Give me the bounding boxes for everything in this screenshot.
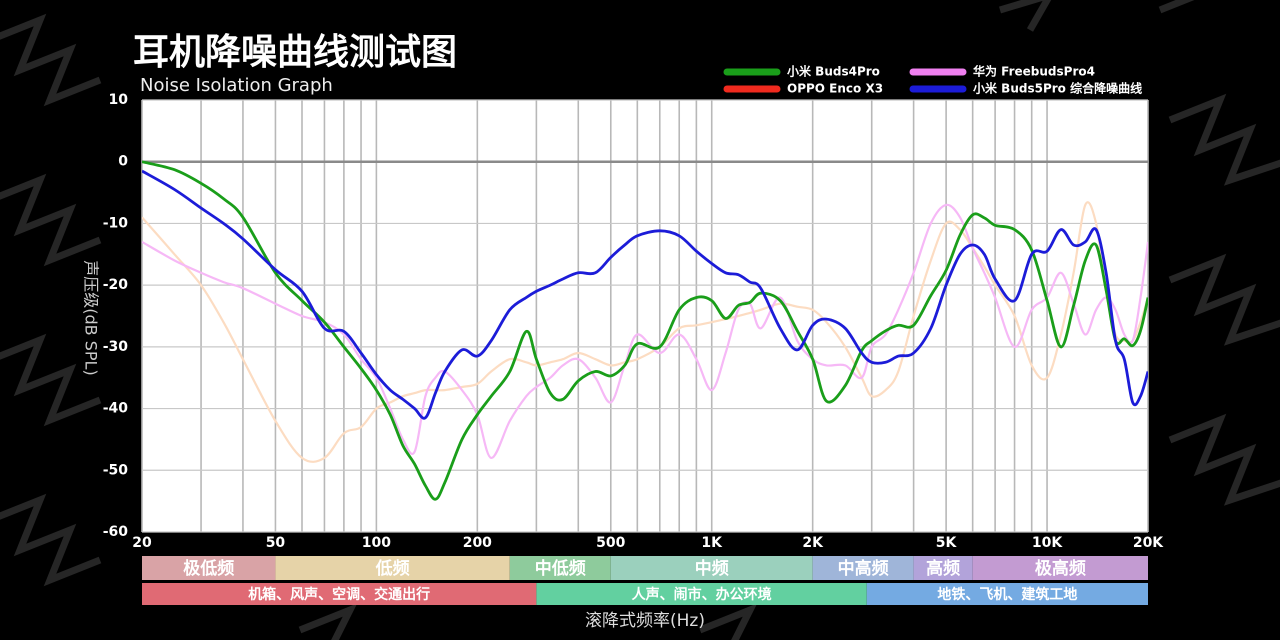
band-label: 极低频 <box>183 558 234 579</box>
legend-label: 小米 Buds5Pro 综合降噪曲线 <box>973 81 1142 96</box>
x-tick-label: 100 <box>362 535 391 551</box>
y-axis-title: 声压级(dB SPL) <box>82 260 101 375</box>
zone <box>142 583 537 605</box>
zigzag <box>0 493 102 587</box>
band <box>812 556 914 580</box>
zigzag <box>1168 413 1280 506</box>
band-label: 极高频 <box>1035 558 1086 579</box>
band <box>275 556 510 580</box>
plot-area <box>142 100 1148 532</box>
y-tick-label: -10 <box>103 215 129 231</box>
x-axis-title: 滚降式频率(Hz) <box>585 611 705 631</box>
zigzag <box>0 13 102 107</box>
y-tick-label: -40 <box>103 401 129 417</box>
band <box>610 556 813 580</box>
series-line <box>142 201 1148 463</box>
chart-title: 耳机降噪曲线测试图 <box>133 32 457 73</box>
y-tick-label: 0 <box>118 154 128 170</box>
x-tick-label: 200 <box>463 535 492 551</box>
y-tick-label: -50 <box>103 462 129 478</box>
legend-label: 华为 FreebudsPro4 <box>973 64 1095 79</box>
zone <box>866 583 1148 605</box>
y-tick-label: -30 <box>103 339 129 355</box>
zone-label: 机箱、风声、空调、交通出行 <box>248 586 430 603</box>
band <box>913 556 973 580</box>
y-tick-label: 10 <box>109 92 129 108</box>
zigzag <box>0 173 102 267</box>
series-line <box>142 203 1148 459</box>
zigzag <box>998 0 1195 32</box>
x-tick-label: 500 <box>596 535 625 551</box>
zone-label: 人声、闹市、办公环境 <box>632 586 772 603</box>
band-label: 低频 <box>375 558 410 579</box>
zone-label: 地铁、飞机、建筑工地 <box>937 586 1077 603</box>
y-tick-label: -20 <box>103 277 129 293</box>
zigzag <box>298 603 758 640</box>
legend-label: OPPO Enco X3 <box>787 82 883 96</box>
x-tick-label: 2K <box>802 535 824 551</box>
band-label: 中低频 <box>535 558 586 579</box>
x-tick-label: 20 <box>132 535 152 551</box>
y-tick-label: -60 <box>103 524 129 540</box>
band-label: 中频 <box>695 558 729 579</box>
x-tick-label: 5K <box>936 535 958 551</box>
series-line <box>142 160 1148 501</box>
zigzag <box>0 333 102 427</box>
chart-subtitle: Noise Isolation Graph <box>140 75 333 96</box>
band <box>142 556 276 580</box>
x-tick-label: 50 <box>266 535 286 551</box>
band-label: 中高频 <box>838 558 889 579</box>
x-tick-label: 10K <box>1032 535 1063 551</box>
band-label: 高频 <box>926 558 960 579</box>
band <box>509 556 611 580</box>
band <box>972 556 1148 580</box>
series-line <box>142 169 1148 420</box>
legend-label: 小米 Buds4Pro <box>787 64 880 79</box>
zigzag <box>1168 93 1280 186</box>
zigzag <box>1168 253 1280 346</box>
x-tick-label: 1K <box>701 535 723 551</box>
x-tick-label: 20K <box>1133 535 1164 551</box>
zone <box>536 583 867 605</box>
